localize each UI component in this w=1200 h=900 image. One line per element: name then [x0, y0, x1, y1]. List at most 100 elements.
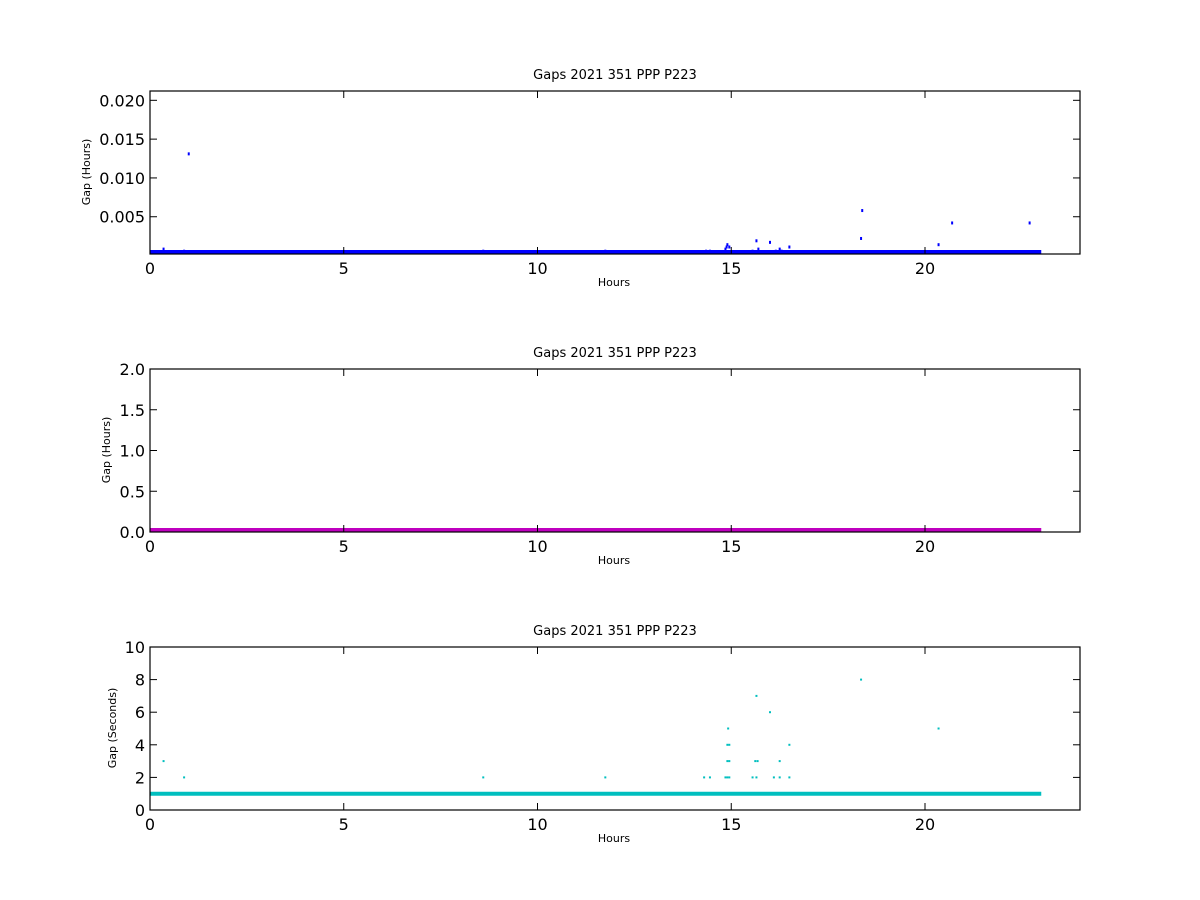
data-point: [482, 249, 485, 253]
data-point: [778, 776, 781, 779]
x-tick-label: 20: [915, 259, 935, 278]
data-point: [705, 249, 708, 253]
data-point: [937, 727, 940, 730]
data-point: [728, 245, 731, 249]
data-point: [183, 776, 186, 779]
y-axis-label-1: Gap (Hours): [80, 139, 93, 206]
data-point: [788, 245, 791, 249]
x-tick-label: 0: [145, 537, 155, 556]
data-point: [780, 249, 783, 253]
y-tick-label: 1.0: [120, 442, 145, 461]
y-tick-label: 0.0: [120, 523, 145, 542]
data-point: [861, 209, 864, 213]
x-tick-label: 10: [527, 537, 547, 556]
data-point: [724, 247, 727, 251]
axes-frame-2: [149, 368, 1081, 533]
data-point: [604, 249, 607, 253]
data-point: [482, 776, 485, 779]
y-tick-label: 6: [135, 703, 145, 722]
data-point: [860, 236, 863, 240]
chart-panel-3: Gaps 2021 351 PPP P223 Hours Gap (Second…: [106, 624, 1081, 845]
y-axis-label-2: Gap (Hours): [100, 417, 113, 484]
y-tick-label: 2.0: [120, 360, 145, 379]
data-point: [772, 776, 775, 779]
y-tick-label: 8: [135, 671, 145, 690]
axes-frame-3: [149, 646, 1081, 811]
axis-ticks-2: 0 5 10 15 20 0.0 0.5 1.0 1.5 2.0: [120, 360, 1080, 556]
data-point: [604, 776, 607, 779]
data-point: [728, 760, 731, 763]
data-point: [162, 247, 165, 251]
x-axis-label-2: Hours: [598, 554, 630, 567]
plot-area-1: [150, 152, 1042, 254]
x-tick-label: 0: [145, 815, 155, 834]
x-tick-label: 5: [339, 537, 349, 556]
data-point: [755, 776, 758, 779]
data-point: [162, 760, 165, 763]
data-point: [778, 760, 781, 763]
data-point: [724, 776, 727, 779]
x-tick-label: 15: [721, 259, 741, 278]
data-point: [708, 776, 711, 779]
x-tick-label: 5: [339, 815, 349, 834]
x-tick-label: 0: [145, 259, 155, 278]
chart-title-1: Gaps 2021 351 PPP P223: [533, 68, 697, 83]
data-point: [708, 249, 711, 253]
data-point: [756, 760, 759, 763]
y-tick-label: 1.5: [120, 401, 145, 420]
data-point: [728, 743, 731, 746]
data-point: [937, 243, 940, 247]
y-tick-label: 0.5: [120, 482, 145, 501]
axis-ticks-1: 0 5 10 15 20 0.005 0.010 0.015 0.020: [99, 91, 1080, 278]
data-point: [725, 245, 728, 249]
data-point: [769, 711, 771, 714]
data-point: [726, 776, 729, 779]
x-tick-label: 5: [339, 259, 349, 278]
data-point: [726, 243, 729, 247]
data-point: [726, 743, 729, 746]
data-point: [778, 247, 781, 251]
x-tick-label: 10: [527, 259, 547, 278]
y-tick-label: 4: [135, 736, 145, 755]
data-point: [774, 249, 777, 253]
data-point: [860, 678, 863, 681]
y-tick-label: 0.015: [99, 130, 145, 149]
data-point: [1028, 221, 1031, 225]
data-point: [751, 776, 754, 779]
y-tick-label: 0.005: [99, 208, 145, 227]
y-tick-label: 2: [135, 768, 145, 787]
data-point: [703, 776, 706, 779]
data-point: [727, 727, 730, 730]
data-point: [788, 743, 791, 746]
chart-panel-1: Gaps 2021 351 PPP P223 Hours Gap (Hours)…: [80, 68, 1081, 289]
x-tick-label: 15: [721, 815, 741, 834]
x-tick-label: 20: [915, 537, 935, 556]
x-tick-label: 15: [721, 537, 741, 556]
y-tick-label: 10: [125, 638, 145, 657]
x-tick-label: 10: [527, 815, 547, 834]
data-point: [187, 152, 190, 156]
data-point: [788, 776, 791, 779]
data-point: [757, 247, 760, 251]
x-axis-label-1: Hours: [598, 276, 630, 289]
data-point: [728, 776, 731, 779]
data-point: [754, 760, 757, 763]
chart-panel-2: Gaps 2021 351 PPP P223 Hours Gap (Hours)…: [100, 346, 1081, 567]
data-point: [951, 221, 954, 225]
data-point: [755, 239, 758, 243]
plot-area-3: [150, 678, 1042, 796]
chart-title-2: Gaps 2021 351 PPP P223: [533, 346, 697, 361]
x-tick-label: 20: [915, 815, 935, 834]
y-tick-label: 0.010: [99, 169, 145, 188]
x-axis-label-3: Hours: [598, 832, 630, 845]
y-tick-label: 0: [135, 801, 145, 820]
chart-title-3: Gaps 2021 351 PPP P223: [533, 624, 697, 639]
data-point: [755, 694, 758, 697]
data-point: [726, 760, 729, 763]
y-tick-label: 0.020: [99, 91, 145, 110]
axes-frame-1: [149, 90, 1081, 255]
data-point: [751, 249, 754, 253]
data-point: [769, 240, 771, 244]
